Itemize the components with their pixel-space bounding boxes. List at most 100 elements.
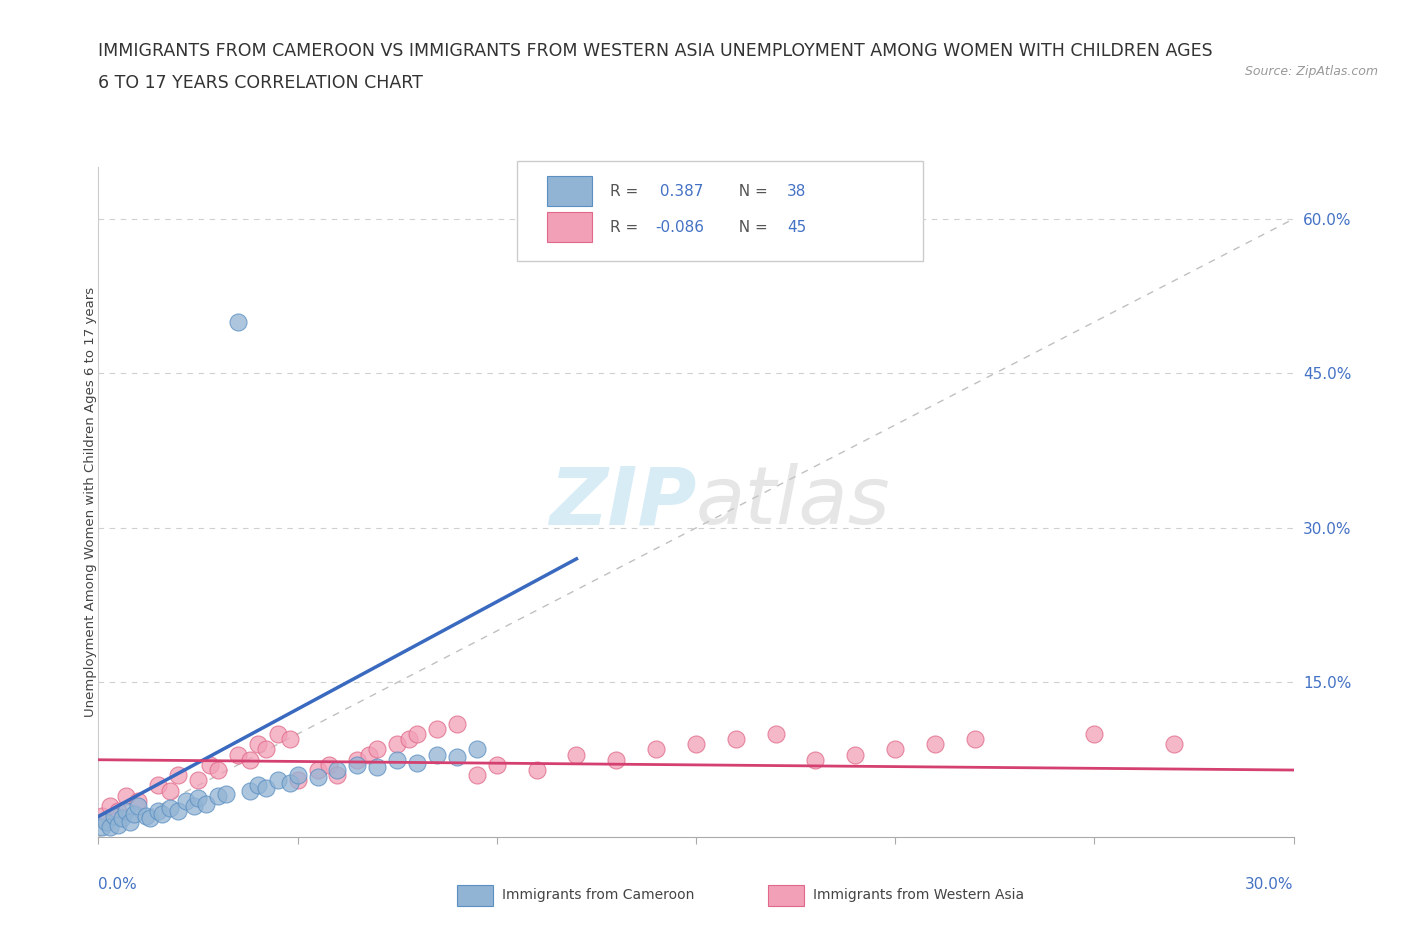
FancyBboxPatch shape <box>768 884 804 906</box>
Point <box>139 811 162 826</box>
Point <box>446 716 468 731</box>
Point <box>844 747 866 762</box>
Point <box>326 768 349 783</box>
Point <box>465 742 488 757</box>
Point <box>239 752 262 767</box>
Point <box>884 742 907 757</box>
Text: 0.387: 0.387 <box>655 183 704 199</box>
FancyBboxPatch shape <box>457 884 492 906</box>
Point <box>124 807 146 822</box>
FancyBboxPatch shape <box>547 176 592 206</box>
Text: 45: 45 <box>787 219 806 235</box>
Point <box>1163 737 1185 751</box>
Point <box>346 752 368 767</box>
Point <box>307 770 329 785</box>
Point <box>426 747 449 762</box>
Point <box>724 732 747 747</box>
FancyBboxPatch shape <box>517 161 922 261</box>
Text: R =: R = <box>610 183 643 199</box>
Point <box>207 789 229 804</box>
Point <box>565 747 588 762</box>
Y-axis label: Unemployment Among Women with Children Ages 6 to 17 years: Unemployment Among Women with Children A… <box>83 287 97 717</box>
Point <box>107 817 129 832</box>
Point <box>111 811 134 826</box>
Point <box>267 773 290 788</box>
Point <box>187 790 209 805</box>
Text: Source: ZipAtlas.com: Source: ZipAtlas.com <box>1244 65 1378 78</box>
Point <box>385 737 409 751</box>
Text: N =: N = <box>730 183 773 199</box>
Point <box>385 752 409 767</box>
Text: N =: N = <box>730 219 773 235</box>
Point <box>485 757 508 772</box>
Point <box>366 760 388 775</box>
Point <box>183 799 205 814</box>
Point <box>963 732 986 747</box>
Point <box>226 314 249 329</box>
Point <box>167 804 190 818</box>
Point <box>127 793 149 808</box>
Point <box>198 757 221 772</box>
Point <box>318 757 340 772</box>
Point <box>645 742 668 757</box>
Text: Immigrants from Western Asia: Immigrants from Western Asia <box>813 888 1024 902</box>
Point <box>605 752 627 767</box>
Point <box>159 783 181 798</box>
Point <box>307 763 329 777</box>
Point <box>254 742 277 757</box>
Point <box>246 778 269 793</box>
Point <box>765 726 787 741</box>
Point <box>96 814 118 829</box>
Point <box>446 750 468 764</box>
Point <box>91 819 114 834</box>
Point <box>426 722 449 737</box>
Point <box>120 814 142 829</box>
Text: atlas: atlas <box>696 463 891 541</box>
Point <box>366 742 388 757</box>
Point <box>406 755 429 770</box>
Text: Immigrants from Cameroon: Immigrants from Cameroon <box>502 888 695 902</box>
Point <box>278 776 301 790</box>
Text: 0.0%: 0.0% <box>98 877 138 892</box>
Point <box>226 747 249 762</box>
Point <box>526 763 548 777</box>
Point <box>406 726 429 741</box>
Point <box>159 801 181 816</box>
Point <box>150 807 173 822</box>
Point <box>127 799 149 814</box>
Point <box>346 757 368 772</box>
Point <box>115 789 138 804</box>
Text: IMMIGRANTS FROM CAMEROON VS IMMIGRANTS FROM WESTERN ASIA UNEMPLOYMENT AMONG WOME: IMMIGRANTS FROM CAMEROON VS IMMIGRANTS F… <box>98 42 1213 60</box>
Point <box>287 768 309 783</box>
Text: ZIP: ZIP <box>548 463 696 541</box>
Point <box>326 763 349 777</box>
Point <box>278 732 301 747</box>
Point <box>246 737 269 751</box>
Point <box>148 778 170 793</box>
Text: R =: R = <box>610 219 643 235</box>
Point <box>195 797 218 812</box>
Point <box>187 773 209 788</box>
Point <box>91 809 114 824</box>
Point <box>685 737 707 751</box>
Text: 30.0%: 30.0% <box>1246 877 1294 892</box>
Point <box>115 804 138 818</box>
Point <box>398 732 420 747</box>
Point <box>215 786 238 801</box>
Point <box>135 809 157 824</box>
Point <box>804 752 827 767</box>
Point <box>239 783 262 798</box>
Point <box>167 768 190 783</box>
Point <box>924 737 946 751</box>
Point <box>103 809 125 824</box>
Point <box>107 804 129 818</box>
Point <box>207 763 229 777</box>
Text: 6 TO 17 YEARS CORRELATION CHART: 6 TO 17 YEARS CORRELATION CHART <box>98 74 423 92</box>
Point <box>254 780 277 795</box>
Point <box>465 768 488 783</box>
Point <box>100 799 122 814</box>
Text: 38: 38 <box>787 183 806 199</box>
Text: -0.086: -0.086 <box>655 219 704 235</box>
Point <box>267 726 290 741</box>
Point <box>359 747 381 762</box>
